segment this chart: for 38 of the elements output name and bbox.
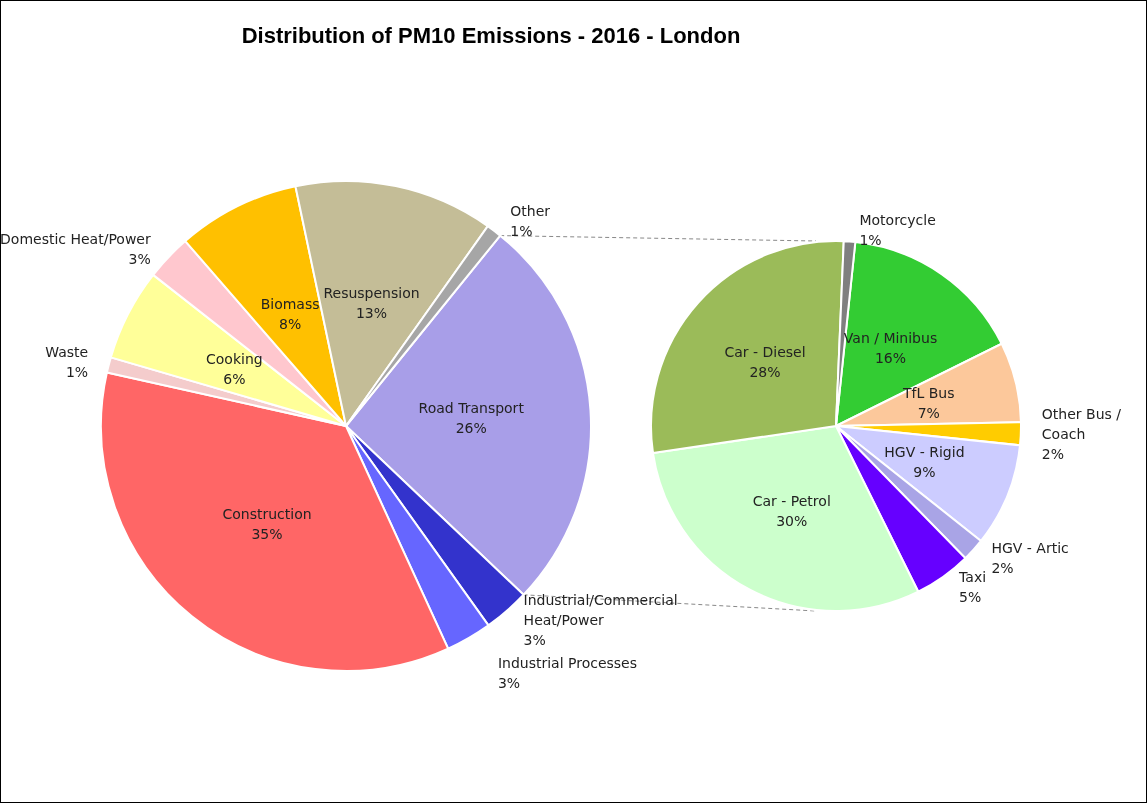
slice-label: HGV - Rigid bbox=[884, 444, 965, 461]
data-label: 28% bbox=[749, 364, 781, 381]
data-label: 6% bbox=[223, 370, 246, 387]
slice-label: Industrial/Commercial Heat/Power bbox=[523, 591, 683, 628]
slice-label: Industrial Processes bbox=[497, 654, 638, 671]
slice-label: TfL Bus bbox=[901, 385, 955, 402]
slice-label: Car - Petrol bbox=[752, 492, 831, 509]
data-label: 8% bbox=[278, 315, 302, 332]
slice-label: Other Bus / Coach bbox=[1041, 406, 1126, 443]
slice-label: Motorcycle bbox=[859, 211, 936, 228]
slice-label: HGV - Artic bbox=[991, 539, 1069, 556]
data-label: 3% bbox=[497, 674, 521, 691]
data-label: 30% bbox=[776, 512, 808, 529]
data-label: 35% bbox=[251, 525, 283, 542]
slice-label: Domestic Heat/Power bbox=[0, 230, 151, 247]
data-label: 16% bbox=[874, 349, 907, 366]
slice-label: Biomass bbox=[260, 295, 320, 312]
data-label: 2% bbox=[991, 559, 1014, 576]
slice-label: Taxi bbox=[958, 568, 987, 585]
chart-title: Distribution of PM10 Emissions - 2016 - London bbox=[240, 23, 742, 49]
slice-label: Road Transport bbox=[418, 399, 525, 416]
data-label: 7% bbox=[917, 405, 940, 422]
data-label: 13% bbox=[355, 305, 388, 322]
data-label: 2% bbox=[1041, 446, 1065, 463]
slice-label: Cooking bbox=[206, 350, 263, 367]
data-label: 9% bbox=[913, 464, 936, 481]
slice-label: Resuspension bbox=[323, 285, 420, 302]
data-label: 26% bbox=[455, 419, 487, 436]
data-label: 3% bbox=[523, 631, 546, 648]
slice-label: Waste bbox=[45, 343, 89, 360]
data-label: 1% bbox=[65, 363, 89, 380]
data-label: 1% bbox=[859, 231, 882, 248]
slice-label: Car - Diesel bbox=[724, 344, 806, 361]
data-label: 3% bbox=[128, 250, 151, 267]
data-label: 1% bbox=[510, 223, 533, 240]
slice-label: Other bbox=[510, 203, 551, 220]
slice-label: Construction bbox=[222, 505, 312, 522]
data-label: 5% bbox=[959, 588, 982, 605]
